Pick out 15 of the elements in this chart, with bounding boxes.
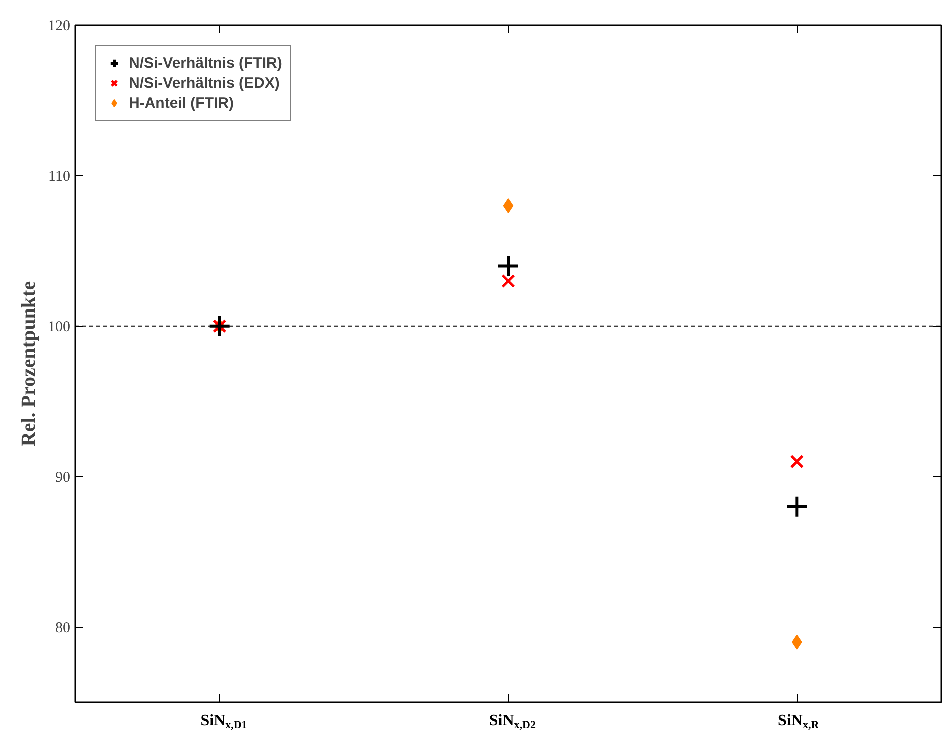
y-tick-label: 110 xyxy=(48,168,71,185)
y-tick-label: 100 xyxy=(48,319,70,336)
legend-label: N/Si-Verhältnis (FTIR) xyxy=(129,54,282,72)
y-tick-label: 80 xyxy=(56,620,70,636)
legend-label: H-Anteil (FTIR) xyxy=(129,94,234,112)
point xyxy=(503,198,514,214)
point xyxy=(786,495,809,518)
point xyxy=(502,274,516,288)
legend-label: N/Si-Verhältnis (EDX) xyxy=(129,74,280,92)
point xyxy=(497,254,520,278)
y-axis-title: Rel. Prozentpunkte xyxy=(18,281,40,447)
y-tick-label: 90 xyxy=(56,470,70,486)
y-tick-label: 120 xyxy=(48,18,70,34)
point xyxy=(208,314,232,338)
point xyxy=(790,454,804,469)
